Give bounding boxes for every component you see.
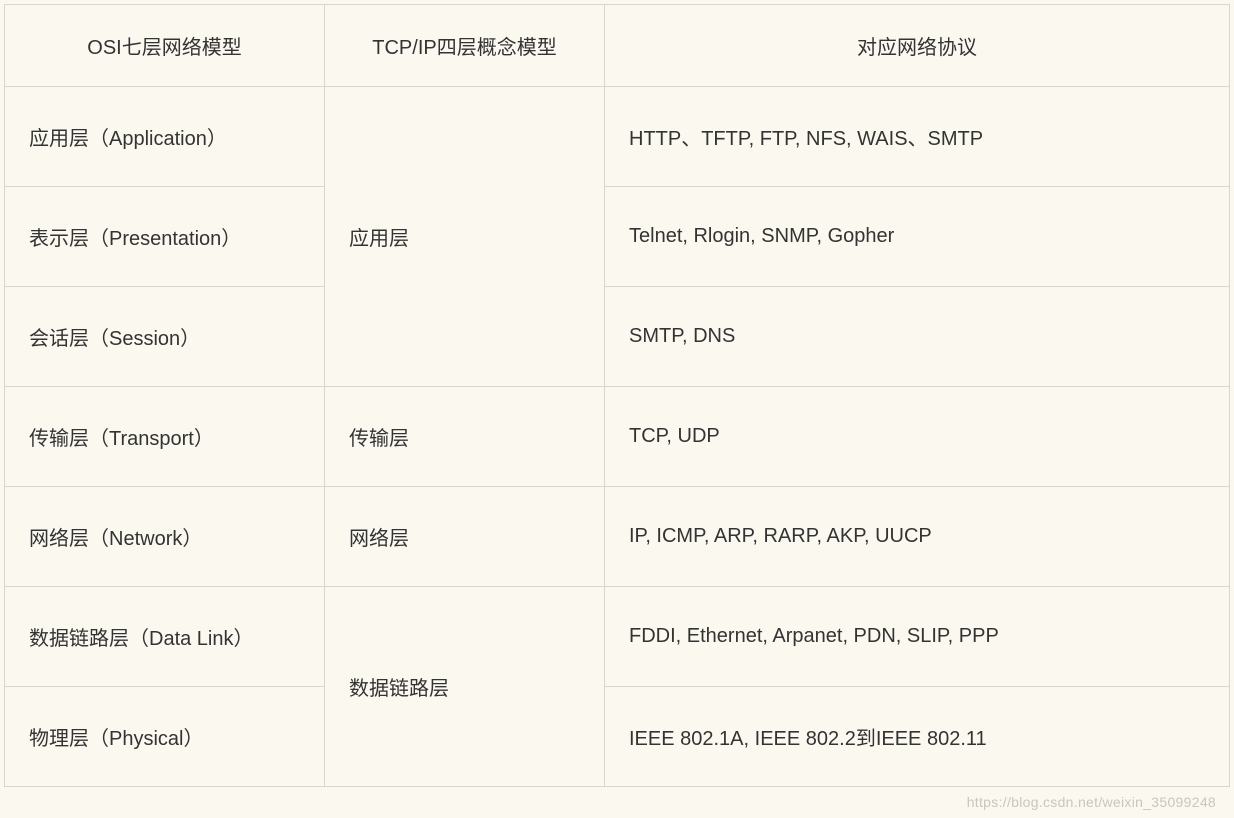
column-header-tcpip: TCP/IP四层概念模型: [325, 5, 605, 87]
cell-protocols-physical: IEEE 802.1A, IEEE 802.2到IEEE 802.11: [605, 687, 1230, 787]
cell-tcpip-transport: 传输层: [325, 387, 605, 487]
cell-protocols-transport: TCP, UDP: [605, 387, 1230, 487]
cell-protocols-presentation: Telnet, Rlogin, SNMP, Gopher: [605, 187, 1230, 287]
cell-osi-datalink: 数据链路层（Data Link）: [5, 587, 325, 687]
cell-protocols-application: HTTP、TFTP, FTP, NFS, WAIS、SMTP: [605, 87, 1230, 187]
table-row: 会话层（Session） SMTP, DNS: [5, 287, 1230, 387]
cell-protocols-datalink: FDDI, Ethernet, Arpanet, PDN, SLIP, PPP: [605, 587, 1230, 687]
watermark-text: https://blog.csdn.net/weixin_35099248: [967, 794, 1216, 810]
table-row: 传输层（Transport） 传输层 TCP, UDP: [5, 387, 1230, 487]
table-row: 数据链路层（Data Link） 数据链路层 FDDI, Ethernet, A…: [5, 587, 1230, 687]
cell-tcpip-datalink: 数据链路层: [325, 587, 605, 787]
cell-protocols-network: IP, ICMP, ARP, RARP, AKP, UUCP: [605, 487, 1230, 587]
cell-tcpip-network: 网络层: [325, 487, 605, 587]
cell-osi-network: 网络层（Network）: [5, 487, 325, 587]
cell-protocols-session: SMTP, DNS: [605, 287, 1230, 387]
column-header-osi: OSI七层网络模型: [5, 5, 325, 87]
cell-tcpip-application: 应用层: [325, 87, 605, 387]
table-header-row: OSI七层网络模型 TCP/IP四层概念模型 对应网络协议: [5, 5, 1230, 87]
table-row: 应用层（Application） 应用层 HTTP、TFTP, FTP, NFS…: [5, 87, 1230, 187]
cell-osi-presentation: 表示层（Presentation）: [5, 187, 325, 287]
cell-osi-session: 会话层（Session）: [5, 287, 325, 387]
cell-osi-physical: 物理层（Physical）: [5, 687, 325, 787]
table-row: 网络层（Network） 网络层 IP, ICMP, ARP, RARP, AK…: [5, 487, 1230, 587]
table-row: 表示层（Presentation） Telnet, Rlogin, SNMP, …: [5, 187, 1230, 287]
table-row: 物理层（Physical） IEEE 802.1A, IEEE 802.2到IE…: [5, 687, 1230, 787]
cell-osi-transport: 传输层（Transport）: [5, 387, 325, 487]
cell-osi-application: 应用层（Application）: [5, 87, 325, 187]
osi-tcpip-protocol-table: OSI七层网络模型 TCP/IP四层概念模型 对应网络协议 应用层（Applic…: [4, 4, 1230, 787]
column-header-protocols: 对应网络协议: [605, 5, 1230, 87]
